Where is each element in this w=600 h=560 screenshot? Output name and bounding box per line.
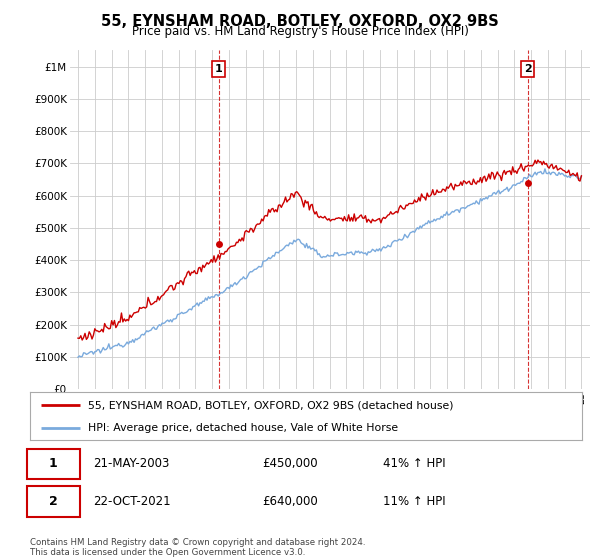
Text: 55, EYNSHAM ROAD, BOTLEY, OXFORD, OX2 9BS (detached house): 55, EYNSHAM ROAD, BOTLEY, OXFORD, OX2 9B…	[88, 400, 454, 410]
FancyBboxPatch shape	[27, 449, 80, 479]
Text: 2: 2	[524, 64, 532, 74]
Text: 2: 2	[49, 494, 58, 507]
Text: 11% ↑ HPI: 11% ↑ HPI	[383, 494, 446, 507]
Text: HPI: Average price, detached house, Vale of White Horse: HPI: Average price, detached house, Vale…	[88, 423, 398, 433]
Text: 1: 1	[215, 64, 223, 74]
Text: £450,000: £450,000	[262, 458, 317, 470]
Text: Contains HM Land Registry data © Crown copyright and database right 2024.
This d: Contains HM Land Registry data © Crown c…	[30, 538, 365, 557]
FancyBboxPatch shape	[27, 486, 80, 516]
Text: 41% ↑ HPI: 41% ↑ HPI	[383, 458, 446, 470]
Text: 21-MAY-2003: 21-MAY-2003	[94, 458, 170, 470]
Text: £640,000: £640,000	[262, 494, 317, 507]
Text: Price paid vs. HM Land Registry's House Price Index (HPI): Price paid vs. HM Land Registry's House …	[131, 25, 469, 38]
Text: 22-OCT-2021: 22-OCT-2021	[94, 494, 171, 507]
Text: 55, EYNSHAM ROAD, BOTLEY, OXFORD, OX2 9BS: 55, EYNSHAM ROAD, BOTLEY, OXFORD, OX2 9B…	[101, 14, 499, 29]
Text: 1: 1	[49, 458, 58, 470]
